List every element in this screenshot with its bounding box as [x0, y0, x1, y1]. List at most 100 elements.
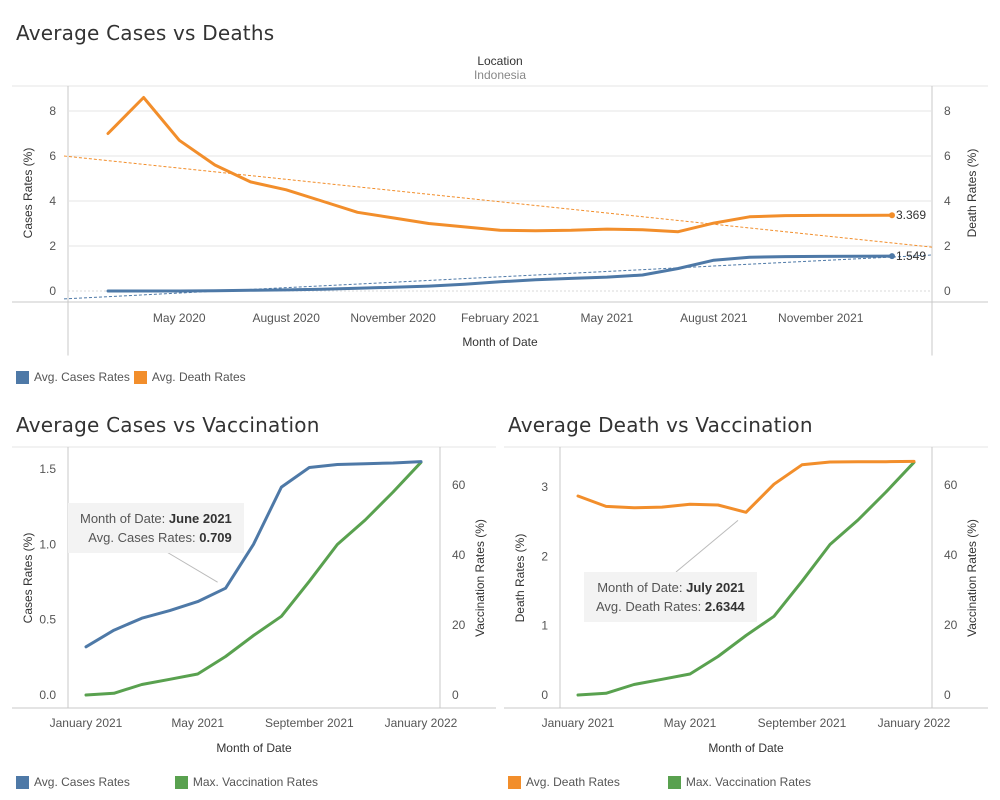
bl-y-axis-label-left: Cases Rates (%)	[21, 533, 35, 624]
legend-label: Avg. Cases Rates	[34, 370, 130, 384]
br-y-axis-label-right: Vaccination Rates (%)	[965, 519, 979, 637]
bl-x-tick-label: September 2021	[265, 716, 354, 730]
br-tooltip-pointer	[675, 519, 739, 573]
legend-swatch	[133, 370, 147, 384]
br-x-tick-label: May 2021	[664, 716, 717, 730]
bl-y-tick-right: 60	[452, 478, 466, 492]
legend-item-deaths[interactable]: Avg. Death Rates	[133, 370, 246, 384]
br-x-tick-label: September 2021	[758, 716, 847, 730]
legend-label: Avg. Death Rates	[151, 370, 246, 384]
br-y-axis-label-left: Death Rates (%)	[513, 534, 527, 623]
tooltip-value-month: June 2021	[168, 511, 232, 526]
cases-end-label: 1.549	[896, 249, 926, 263]
deaths-tooltip: Month of Date: July 2021 Avg. Death Rate…	[584, 572, 757, 622]
bl-x-tick-label: May 2021	[171, 716, 224, 730]
tooltip-key-month: Month of Date:	[597, 580, 683, 595]
y-tick-left: 2	[49, 239, 56, 253]
x-tick-label: August 2021	[680, 311, 748, 325]
br-y-tick-right: 40	[944, 548, 958, 562]
legend-swatch	[16, 370, 29, 384]
br-vaccination-line	[576, 460, 916, 697]
br-x-tick-label: January 2022	[878, 716, 951, 730]
y-tick-left: 6	[49, 149, 56, 163]
legend-swatch	[16, 775, 29, 789]
x-tick-label: February 2021	[461, 311, 539, 325]
bl-x-tick-label: January 2022	[385, 716, 458, 730]
y-tick-right: 6	[944, 149, 951, 163]
legend-label: Max. Vaccination Rates	[685, 775, 812, 789]
br-y-tick-left: 3	[541, 480, 548, 494]
y-tick-right: 0	[944, 284, 951, 298]
br-y-tick-right: 60	[944, 478, 958, 492]
y-tick-left: 4	[49, 194, 56, 208]
cases-tooltip: Month of Date: June 2021 Avg. Cases Rate…	[68, 503, 244, 553]
bottom-right-legend: Avg. Death Rates Max. Vaccination Rates	[508, 775, 829, 789]
bl-y-tick-left: 0.5	[39, 613, 56, 627]
y-axis-label-right: Death Rates (%)	[965, 149, 979, 238]
deaths-end-point	[889, 212, 895, 219]
legend-swatch	[508, 775, 521, 789]
y-axis-label-left: Cases Rates (%)	[21, 148, 35, 239]
cases-end-point	[889, 253, 895, 260]
deaths-end-label: 3.369	[896, 208, 926, 222]
x-tick-label: May 2021	[581, 311, 634, 325]
bl-y-tick-right: 40	[452, 548, 466, 562]
legend-label: Avg. Cases Rates	[34, 775, 130, 789]
tooltip-key-deaths: Avg. Death Rates:	[596, 599, 702, 614]
legend-label: Avg. Death Rates	[526, 775, 620, 789]
deaths-trend-line	[63, 155, 933, 248]
top-legend: Avg. Cases Rates Avg. Death Rates	[16, 370, 264, 384]
cases-rate-line	[106, 254, 894, 293]
bottom-left-legend: Avg. Cases Rates Max. Vaccination Rates	[16, 775, 336, 789]
x-tick-label: November 2020	[350, 311, 436, 325]
bl-primary-line	[84, 460, 423, 649]
legend-label: Max. Vaccination Rates	[192, 775, 318, 789]
br-x-tick-label: January 2021	[542, 716, 615, 730]
bl-y-axis-label-right: Vaccination Rates (%)	[473, 519, 487, 637]
br-y-tick-right: 20	[944, 618, 958, 632]
bottom-left-chart-title: Average Cases vs Vaccination	[16, 413, 320, 437]
x-tick-label: August 2020	[252, 311, 320, 325]
br-y-tick-right: 0	[944, 688, 951, 702]
br-primary-line	[576, 459, 916, 514]
location-label: Location	[477, 54, 522, 68]
legend-item-deaths[interactable]: Avg. Death Rates	[508, 775, 620, 789]
y-tick-left: 0	[49, 284, 56, 298]
bl-y-tick-left: 1.5	[39, 462, 56, 476]
x-axis-label: Month of Date	[462, 335, 538, 349]
bl-x-tick-label: January 2021	[50, 716, 123, 730]
bottom-right-chart-title: Average Death vs Vaccination	[508, 413, 813, 437]
x-tick-label: May 2020	[153, 311, 206, 325]
tooltip-value-cases: 0.709	[199, 530, 232, 545]
x-tick-label: November 2021	[778, 311, 864, 325]
tooltip-value-month: July 2021	[686, 580, 745, 595]
bl-vaccination-line	[84, 460, 423, 697]
deaths-rate-line	[106, 96, 894, 234]
bl-y-tick-right: 0	[452, 688, 459, 702]
br-x-axis-label: Month of Date	[708, 741, 784, 755]
br-y-tick-left: 1	[541, 619, 548, 633]
tooltip-key-cases: Avg. Cases Rates:	[88, 530, 196, 545]
legend-item-cases[interactable]: Avg. Cases Rates	[16, 370, 130, 384]
bl-tooltip-pointer	[159, 547, 218, 583]
br-y-tick-left: 2	[541, 549, 548, 563]
y-tick-right: 8	[944, 104, 951, 118]
tooltip-value-deaths: 2.6344	[704, 599, 745, 614]
legend-item-vaccination[interactable]: Max. Vaccination Rates	[667, 775, 812, 789]
br-y-tick-left: 0	[541, 688, 548, 702]
top-chart-title: Average Cases vs Deaths	[16, 21, 275, 45]
y-tick-right: 2	[944, 239, 951, 253]
legend-swatch	[174, 775, 188, 789]
tooltip-key-month: Month of Date:	[80, 511, 166, 526]
location-value: Indonesia	[474, 68, 526, 82]
bl-y-tick-right: 20	[452, 618, 466, 632]
legend-item-vaccination[interactable]: Max. Vaccination Rates	[174, 775, 318, 789]
y-tick-left: 8	[49, 104, 56, 118]
legend-item-cases[interactable]: Avg. Cases Rates	[16, 775, 130, 789]
bl-y-tick-left: 0.0	[39, 688, 56, 702]
bl-x-axis-label: Month of Date	[216, 741, 292, 755]
bl-y-tick-left: 1.0	[39, 537, 56, 551]
legend-swatch	[667, 775, 681, 789]
y-tick-right: 4	[944, 194, 951, 208]
